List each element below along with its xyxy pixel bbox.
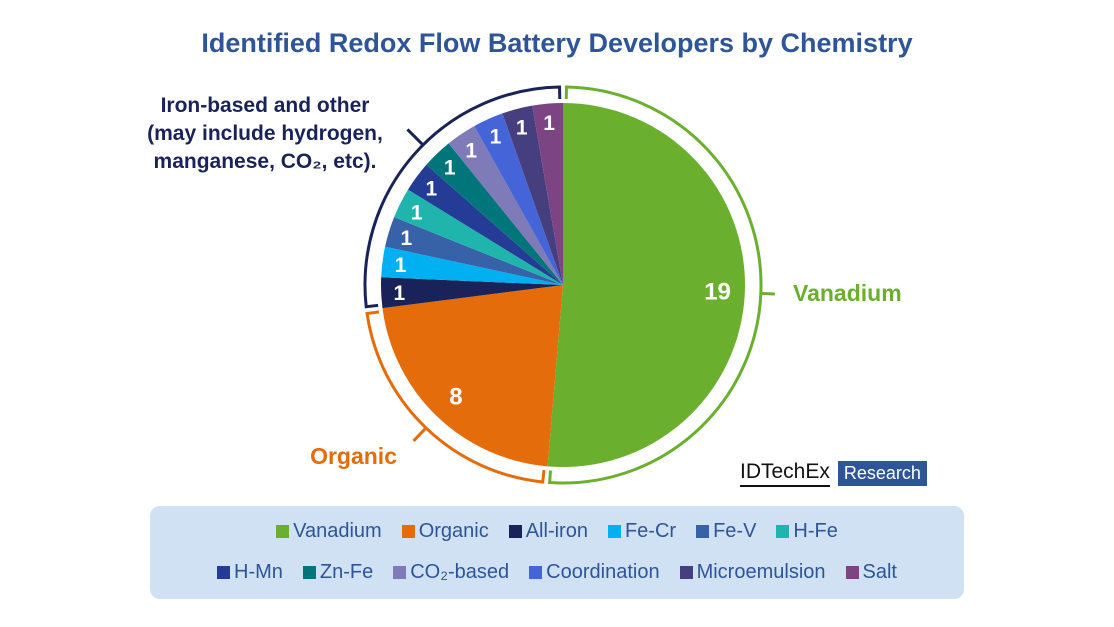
pie-slice [408,164,563,285]
iron-bracket [363,85,562,309]
legend-item: Zn-Fe [302,561,374,584]
legend-item: Coordination [529,561,660,584]
legend-item: Vanadium [276,520,382,543]
legend-swatch [776,525,790,538]
legend-item: Salt [845,561,897,584]
legend-label: Vanadium [293,520,382,542]
legend-label: Organic [418,520,489,542]
legend-swatch [845,566,859,579]
pie-slice [426,143,563,285]
legend-swatch [401,525,415,538]
legend-item: H-Fe [776,520,838,543]
legend-item: Fe-Cr [607,520,677,543]
legend-label: Zn-Fe [319,561,374,583]
legend-label: H-Fe [793,520,838,542]
legend-swatch [393,566,407,579]
legend-label: CO₂-based [410,561,510,583]
legend-swatch [276,525,290,538]
vanadium-bracket [548,85,763,485]
legend-item: All-iron [508,520,588,543]
slice-value-label: 8 [449,384,462,411]
pie-slice [385,217,563,285]
legend-swatch [508,525,522,538]
legend-swatch [679,566,693,579]
logo-text: IDTechEx [740,460,830,487]
chart-title: Identified Redox Flow Battery Developers… [201,28,913,58]
pie-slice [381,246,563,285]
iron-label-line: manganese, CO₂, etc). [153,150,377,173]
legend-swatch [696,525,710,538]
pie-slice [547,103,746,467]
slice-value-label: 19 [704,279,731,306]
pie-slice [382,285,563,467]
legend-label: All-iron [525,520,588,542]
slice-value-label: 1 [490,126,502,149]
idtechex-logo: IDTechEx Research [740,460,927,487]
logo-badge: Research [837,461,927,486]
slice-value-label: 1 [425,178,437,201]
slice-value-label: 1 [465,139,477,162]
legend-item: CO₂-based [393,561,509,584]
legend-swatch [529,566,543,579]
pie-slice [448,126,563,285]
iron-tick [406,128,425,147]
legend-label: Microemulsion [696,561,826,583]
legend-label: Salt [862,561,897,583]
slice-value-label: 1 [516,116,528,139]
pie-slice [474,113,563,285]
legend: Vanadium Organic All-iron Fe-Cr Fe-V H-Fe H-M… [150,506,964,599]
legend-item: H-Mn [217,561,283,584]
legend-item: Fe-V [696,520,756,543]
legend-item: Microemulsion [679,561,826,584]
slice-value-label: 1 [444,157,456,180]
organic-group-label: Organic [310,443,397,469]
organic-tick [412,426,428,442]
legend-label: Coordination [546,561,660,583]
pie-slice [532,103,563,285]
legend-swatch [607,525,621,538]
pie-slice [381,277,563,309]
organic-bracket [365,310,546,484]
vanadium-tick [760,291,775,296]
slice-value-label: 1 [394,282,406,305]
legend-item: Organic [401,520,489,543]
slice-value-label: 1 [395,254,407,277]
iron-label-line: Iron-based and other [160,94,370,117]
pie-slice [394,189,563,285]
iron-label-line: (may include hydrogen, [147,122,383,145]
slice-value-label: 1 [411,201,423,224]
pie-slice [502,105,563,285]
legend-label: H-Mn [234,561,283,583]
legend-label: Fe-Cr [624,520,677,542]
slice-value-label: 1 [543,112,555,135]
legend-swatch [217,566,230,579]
slice-value-label: 1 [401,227,413,250]
vanadium-group-label: Vanadium [793,280,902,306]
legend-label: Fe-V [713,520,757,542]
legend-swatch [302,566,316,579]
iron-group-label: Iron-based and other (may include hydrog… [120,92,410,176]
